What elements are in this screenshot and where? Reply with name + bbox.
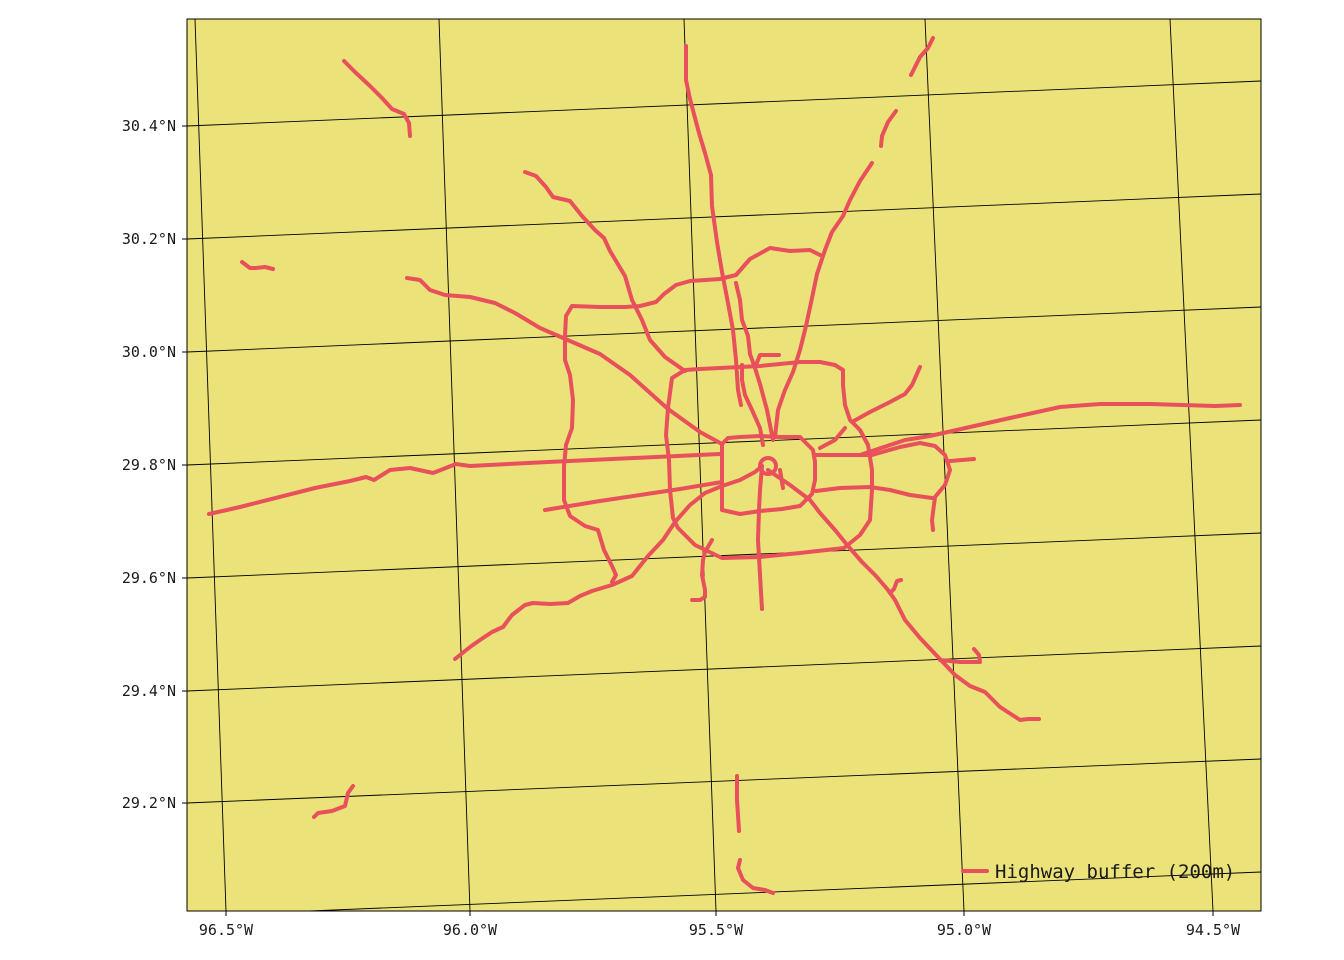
- highway-segment: [740, 363, 765, 447]
- lat-tick-label: 29.6°N: [122, 569, 176, 587]
- lat-tick-label: 30.4°N: [122, 117, 176, 135]
- lon-tick-label: 96.5°W: [199, 921, 254, 939]
- highway-segment: [756, 464, 764, 611]
- highway-segment: [879, 109, 898, 148]
- highway-segment: [773, 161, 874, 439]
- lon-tick-labels: 96.5°W 96.0°W 95.5°W 95.0°W 94.5°W: [199, 911, 1241, 939]
- highway-segment: [240, 260, 275, 271]
- highway-segment: [690, 538, 714, 602]
- lon-tick-label: 94.5°W: [1186, 921, 1241, 939]
- highway-segment: [909, 36, 935, 77]
- legend-label: Highway buffer (200m): [995, 861, 1235, 883]
- parallel-30-0: [187, 306, 1261, 353]
- meridian-94-5: [1169, 19, 1214, 911]
- meridian-95-5: [683, 19, 717, 911]
- parallel-29-0: [298, 871, 1261, 911]
- highway-segment: [818, 426, 847, 450]
- highway-segment: [850, 365, 922, 424]
- highway-segment: [735, 774, 741, 833]
- parallel-30-4: [187, 80, 1261, 127]
- highway-segment: [543, 480, 724, 512]
- meridian-96-5: [194, 19, 227, 911]
- highway-segment: [523, 170, 687, 373]
- highway-segment: [938, 647, 982, 664]
- highway-segment: [888, 578, 903, 595]
- highway-segment: [948, 457, 976, 463]
- lat-tick-label: 30.0°N: [122, 343, 176, 361]
- highway-segment: [736, 858, 775, 895]
- highway-segment: [405, 276, 724, 446]
- highway-segment: [720, 434, 817, 516]
- highway-segment: [858, 402, 1242, 457]
- highway-segment: [754, 353, 781, 367]
- highway-segment: [758, 456, 778, 476]
- parallel-29-6: [187, 532, 1261, 579]
- highway-segment: [766, 468, 1041, 722]
- parallel-29-2: [187, 758, 1261, 804]
- parallel-29-4: [187, 645, 1261, 692]
- lat-tick-label: 29.4°N: [122, 682, 176, 700]
- highway-segment: [342, 59, 412, 138]
- highway-segment: [684, 44, 743, 407]
- highway-segment: [312, 784, 355, 819]
- highway-segment: [563, 246, 822, 338]
- lat-tick-label: 30.2°N: [122, 230, 176, 248]
- legend: Highway buffer (200m): [961, 861, 1235, 883]
- highway-segment: [562, 334, 618, 584]
- lat-tick-label: 29.8°N: [122, 456, 176, 474]
- highway-segment: [207, 452, 722, 516]
- highway-segment: [813, 441, 952, 532]
- lon-tick-label: 96.0°W: [443, 921, 498, 939]
- lat-tick-label: 29.2°N: [122, 794, 176, 812]
- highway-segment: [814, 485, 934, 500]
- highway-network: [207, 36, 1242, 895]
- lon-tick-label: 95.5°W: [689, 921, 744, 939]
- highway-segment: [664, 360, 874, 560]
- highway-segment: [734, 281, 775, 442]
- meridian-95-0: [924, 19, 965, 911]
- highway-segment: [453, 464, 764, 661]
- lon-tick-label: 95.0°W: [937, 921, 992, 939]
- lat-tick-labels: 30.4°N 30.2°N 30.0°N 29.8°N 29.6°N 29.4°…: [122, 117, 187, 812]
- parallel-30-2: [187, 193, 1261, 240]
- highway-segment: [778, 468, 785, 490]
- parallel-30-6: [187, 0, 1261, 13]
